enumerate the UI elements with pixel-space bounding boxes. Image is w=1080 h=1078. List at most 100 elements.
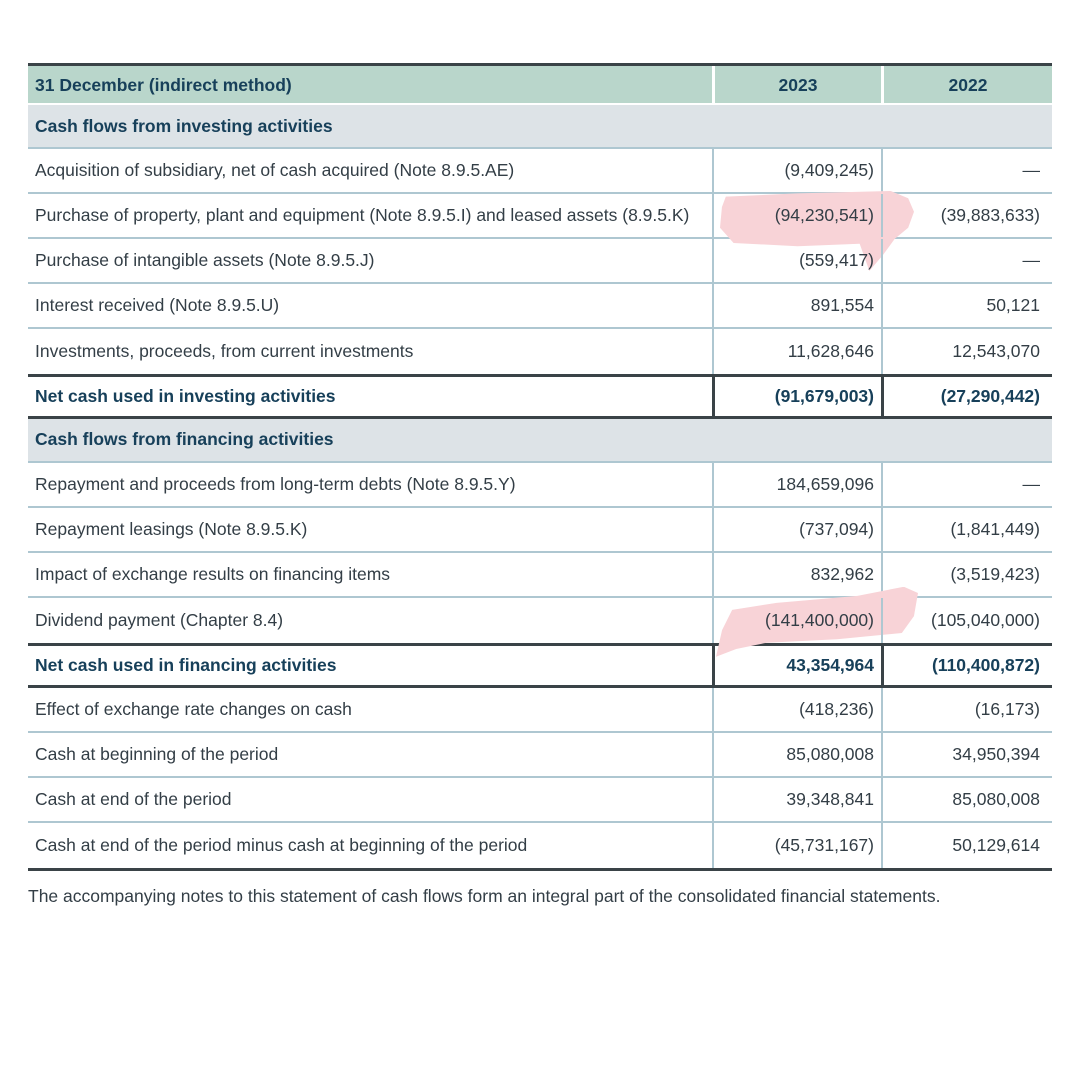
- value-2022-text: (110,400,872): [931, 654, 1040, 675]
- table-row: Effect of exchange rate changes on cash (…: [28, 687, 1052, 733]
- section-label-text: Cash flows from financing activities: [35, 429, 334, 450]
- section-label-text: Cash flows from investing activities: [35, 115, 333, 136]
- value-2022-text: —: [1022, 160, 1041, 181]
- value-2022: (3,519,423): [881, 552, 1052, 596]
- row-label: Cash at beginning of the period: [28, 733, 712, 776]
- row-label-text: Cash at end of the period: [35, 788, 232, 809]
- value-2022-text: (3,519,423): [950, 563, 1040, 584]
- value-2022: (39,883,633): [881, 194, 1052, 237]
- row-label: Cash at end of the period minus cash at …: [28, 823, 712, 868]
- table-row: Repayment and proceeds from long-term de…: [28, 462, 1052, 508]
- value-2022: 50,121: [881, 284, 1052, 327]
- table-header-row: 31 December (indirect method) 2023 2022: [28, 66, 1052, 105]
- value-2022: —: [881, 462, 1052, 506]
- value-2022-text: (105,040,000): [931, 609, 1040, 630]
- row-label: Impact of exchange results on financing …: [28, 553, 712, 596]
- value-2023: 43,354,964: [712, 645, 881, 685]
- total-row: Net cash used in financing activities 43,…: [28, 642, 1052, 688]
- row-label: Net cash used in financing activities: [28, 646, 712, 685]
- value-2022-text: —: [1022, 473, 1041, 494]
- value-2023-text: 85,080,008: [786, 743, 874, 764]
- total-row: Net cash used in investing activities (91…: [28, 374, 1052, 419]
- value-2022-text: (39,883,633): [940, 205, 1040, 226]
- row-label-text: Cash at beginning of the period: [35, 743, 279, 764]
- row-label-text: Dividend payment (Chapter 8.4): [35, 609, 284, 630]
- row-label-text: Repayment leasings (Note 8.9.5.K): [35, 518, 308, 539]
- row-label-text: Net cash used in investing activities: [35, 386, 336, 406]
- row-label-text: Cash at end of the period minus cash at …: [35, 834, 528, 855]
- table-row: Interest received (Note 8.9.5.U) 891,554 5…: [28, 284, 1052, 329]
- value-2023: (141,400,000): [712, 586, 918, 657]
- table-row: Cash at end of the period 39,348,841 85,08…: [28, 777, 1052, 823]
- value-2022-text: (1,841,449): [950, 518, 1040, 539]
- table-row: Repayment leasings (Note 8.9.5.K) (737,09…: [28, 507, 1052, 553]
- table-row: Dividend payment (Chapter 8.4) (141,400,0…: [28, 586, 1052, 657]
- table-row: Purchase of property, plant and equipmen…: [28, 191, 1052, 271]
- section-row: Cash flows from financing activities: [28, 418, 1052, 463]
- section-label: Cash flows from financing activities: [28, 419, 1052, 461]
- value-2023: 184,659,096: [712, 462, 881, 506]
- value-2022-text: (16,173): [974, 698, 1040, 719]
- table-row: Cash at end of the period minus cash at …: [28, 822, 1052, 868]
- value-2023-text: 891,554: [810, 295, 874, 316]
- value-2022-text: (27,290,442): [940, 386, 1040, 406]
- table-body: Cash flows from investing activities Acqu…: [28, 105, 1052, 868]
- row-label: Effect of exchange rate changes on cash: [28, 688, 712, 731]
- value-2023: (9,409,245): [712, 149, 881, 192]
- value-2022: 34,950,394: [881, 732, 1052, 776]
- column-header-label: 31 December (indirect method): [35, 75, 292, 95]
- row-label: Cash at end of the period: [28, 778, 712, 821]
- row-label-text: Investments, proceeds, from current inve…: [35, 341, 414, 362]
- value-2023-text: 39,348,841: [786, 788, 874, 809]
- value-2023-text: (45,731,167): [774, 834, 874, 855]
- value-2023-text: 11,628,646: [787, 341, 874, 362]
- value-2022-text: 85,080,008: [952, 788, 1040, 809]
- row-label: Purchase of intangible assets (Note 8.9.…: [28, 239, 712, 282]
- value-2022-text: 50,129,614: [952, 834, 1040, 855]
- value-2023: (418,236): [712, 687, 881, 731]
- value-2023: (559,417): [712, 239, 881, 282]
- row-label: Purchase of property, plant and equipmen…: [28, 194, 712, 237]
- row-label-text: Net cash used in financing activities: [35, 654, 337, 675]
- row-label: Dividend payment (Chapter 8.4): [28, 598, 712, 643]
- row-label-text: Purchase of intangible assets (Note 8.9.…: [35, 250, 375, 271]
- row-label: Net cash used in investing activities: [28, 377, 712, 416]
- value-2023-text: (91,679,003): [774, 386, 874, 406]
- value-2022-text: 50,121: [986, 295, 1040, 316]
- value-2023: (91,679,003): [712, 377, 881, 416]
- value-2023: 891,554: [712, 284, 881, 327]
- value-2023: 832,962: [712, 552, 881, 596]
- footnote: The accompanying notes to this statement…: [28, 886, 941, 906]
- value-2022: (1,841,449): [881, 507, 1052, 551]
- value-2023: 11,628,646: [712, 329, 881, 374]
- table-row: Purchase of intangible assets (Note 8.9.…: [28, 239, 1052, 284]
- column-header-2023: 2023: [712, 66, 881, 105]
- row-label: Investments, proceeds, from current inve…: [28, 329, 712, 374]
- table-row: Impact of exchange results on financing …: [28, 552, 1052, 598]
- value-2023-text: (9,409,245): [784, 160, 874, 181]
- value-2023-text: (418,236): [799, 698, 874, 719]
- row-label: Repayment leasings (Note 8.9.5.K): [28, 508, 712, 551]
- table-row: Investments, proceeds, from current inve…: [28, 329, 1052, 374]
- section-row: Cash flows from investing activities: [28, 105, 1052, 149]
- row-label-text: Acquisition of subsidiary, net of cash a…: [35, 160, 515, 181]
- value-2023-text: (141,400,000): [765, 609, 874, 630]
- value-2023-text: (94,230,541): [774, 205, 874, 226]
- row-label-text: Interest received (Note 8.9.5.U): [35, 295, 280, 316]
- value-2022: (27,290,442): [881, 377, 1052, 416]
- row-label-text: Repayment and proceeds from long-term de…: [35, 473, 516, 494]
- value-2022: 85,080,008: [881, 777, 1052, 821]
- value-2023-text: 832,962: [810, 563, 874, 584]
- value-2022: —: [881, 149, 1052, 192]
- row-label: Repayment and proceeds from long-term de…: [28, 463, 712, 506]
- value-2022: (105,040,000): [881, 597, 1052, 643]
- section-label: Cash flows from investing activities: [28, 105, 1052, 147]
- cash-flow-statement-table: 31 December (indirect method) 2023 2022 …: [28, 63, 1052, 871]
- value-2022-text: 34,950,394: [952, 743, 1040, 764]
- value-2022: 12,543,070: [881, 329, 1052, 374]
- column-header-2022: 2022: [881, 66, 1052, 105]
- value-2023-text: 43,354,964: [786, 654, 874, 675]
- value-2023-text: (559,417): [799, 250, 874, 271]
- value-2022: 50,129,614: [881, 822, 1052, 868]
